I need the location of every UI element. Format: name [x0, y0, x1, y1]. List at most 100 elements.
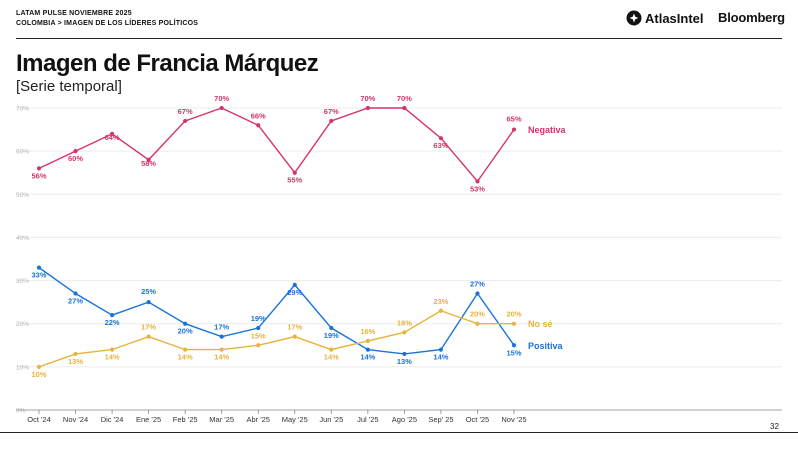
page-title: Imagen de Francia Márquez — [16, 50, 319, 77]
data-point-nose — [511, 321, 517, 326]
y-tick-label: 0% — [16, 408, 26, 415]
data-point-negativa — [146, 157, 151, 162]
x-tick-label: Mar '25 — [209, 415, 234, 424]
data-label-positiva: 33% — [31, 271, 46, 280]
bloomberg-logo: Bloomberg — [718, 10, 785, 25]
data-label-positiva: 27% — [68, 297, 83, 306]
data-label-nose: 18% — [397, 318, 412, 327]
x-tick-label: Ene '25 — [136, 415, 161, 424]
series-line-negativa — [38, 107, 515, 183]
data-point-nose — [146, 334, 151, 339]
x-tick-label: May '25 — [282, 415, 308, 424]
data-point-negativa — [256, 123, 261, 128]
data-point-negativa — [73, 149, 78, 154]
data-point-nose — [73, 351, 78, 357]
data-label-negativa: 64% — [105, 133, 120, 142]
x-tick-label: Ago '25 — [392, 415, 417, 424]
data-label-positiva: 22% — [105, 318, 120, 327]
page-number: 32 — [770, 422, 779, 431]
y-tick-label: 50% — [16, 192, 29, 199]
data-label-positiva: 20% — [178, 327, 193, 336]
data-label-nose: 13% — [68, 357, 83, 366]
atlasintel-icon — [626, 10, 642, 26]
y-tick-label: 30% — [16, 278, 29, 285]
x-tick-label: Jun '25 — [319, 415, 343, 424]
data-label-negativa: 53% — [470, 184, 485, 193]
data-label-nose: 14% — [105, 353, 120, 362]
x-tick-label: Jul '25 — [357, 415, 378, 424]
x-tick-label: Dic '24 — [101, 415, 124, 424]
data-point-positiva — [36, 265, 42, 270]
x-tick-label: Oct '25 — [466, 415, 490, 424]
data-point-nose — [183, 347, 188, 352]
data-label-nose: 17% — [141, 323, 156, 332]
data-point-negativa — [438, 136, 444, 141]
breadcrumb: COLOMBIA > IMAGEN DE LOS LÍDERES POLÍTIC… — [16, 20, 199, 27]
data-point-positiva — [146, 300, 151, 305]
y-tick-label: 70% — [16, 106, 29, 113]
data-label-nose: 14% — [214, 353, 229, 362]
data-label-positiva: 14% — [433, 353, 448, 362]
series-name-label: Positiva — [528, 341, 564, 351]
y-tick-label: 20% — [16, 321, 29, 328]
data-label-negativa: 56% — [31, 171, 46, 180]
data-point-negativa — [329, 118, 334, 124]
data-point-positiva — [292, 282, 297, 287]
data-point-positiva — [511, 343, 517, 348]
data-label-negativa: 70% — [214, 94, 229, 103]
data-point-negativa — [511, 127, 517, 132]
data-point-positiva — [219, 334, 224, 339]
data-point-nose — [36, 364, 42, 369]
data-point-positiva — [183, 321, 188, 326]
atlasintel-wordmark: AtlasIntel — [645, 10, 704, 26]
data-label-nose: 10% — [31, 370, 46, 379]
data-label-nose: 16% — [360, 327, 375, 336]
x-tick-label: Nov '25 — [501, 415, 526, 424]
data-point-negativa — [475, 179, 480, 184]
data-point-negativa — [109, 131, 115, 136]
header-divider — [16, 38, 782, 39]
x-tick-label: Oct '24 — [27, 415, 51, 424]
x-tick-label: Sep' 25 — [428, 415, 453, 424]
data-point-nose — [365, 338, 370, 344]
data-label-positiva: 19% — [251, 314, 266, 323]
data-label-negativa: 63% — [433, 141, 448, 150]
data-label-nose: 17% — [287, 323, 302, 332]
data-label-negativa: 67% — [178, 107, 193, 116]
data-label-nose: 15% — [251, 331, 266, 340]
data-point-nose — [219, 347, 224, 352]
data-point-positiva — [402, 351, 407, 357]
data-label-positiva: 13% — [397, 357, 412, 366]
footer-divider — [0, 432, 798, 433]
data-label-positiva: 19% — [324, 331, 339, 340]
y-tick-label: 10% — [16, 364, 29, 371]
data-point-nose — [109, 347, 115, 352]
data-label-positiva: 15% — [506, 348, 521, 357]
atlasintel-logo: AtlasIntel — [626, 10, 704, 26]
data-point-nose — [329, 347, 334, 352]
data-point-negativa — [292, 170, 297, 175]
data-point-negativa — [183, 118, 188, 124]
data-point-nose — [438, 308, 444, 313]
data-point-negativa — [402, 105, 407, 111]
data-label-negativa: 60% — [68, 154, 83, 163]
series-line-nose — [38, 310, 514, 368]
data-label-nose: 14% — [324, 353, 339, 362]
data-label-negativa: 70% — [397, 94, 412, 103]
data-label-nose: 23% — [433, 297, 448, 306]
data-point-negativa — [365, 105, 370, 111]
data-point-positiva — [73, 291, 78, 296]
x-tick-label: Abr '25 — [246, 415, 270, 424]
data-point-positiva — [438, 347, 444, 352]
series-line-positiva — [38, 267, 515, 355]
data-label-positiva: 14% — [360, 353, 375, 362]
data-label-negativa: 70% — [360, 94, 375, 103]
data-point-negativa — [36, 166, 42, 171]
data-label-positiva: 25% — [141, 287, 156, 296]
data-point-nose — [475, 321, 480, 326]
data-label-positiva: 17% — [214, 323, 229, 332]
x-tick-label: Nov '24 — [63, 415, 88, 424]
data-label-positiva: 27% — [470, 280, 485, 289]
data-point-negativa — [219, 105, 224, 111]
